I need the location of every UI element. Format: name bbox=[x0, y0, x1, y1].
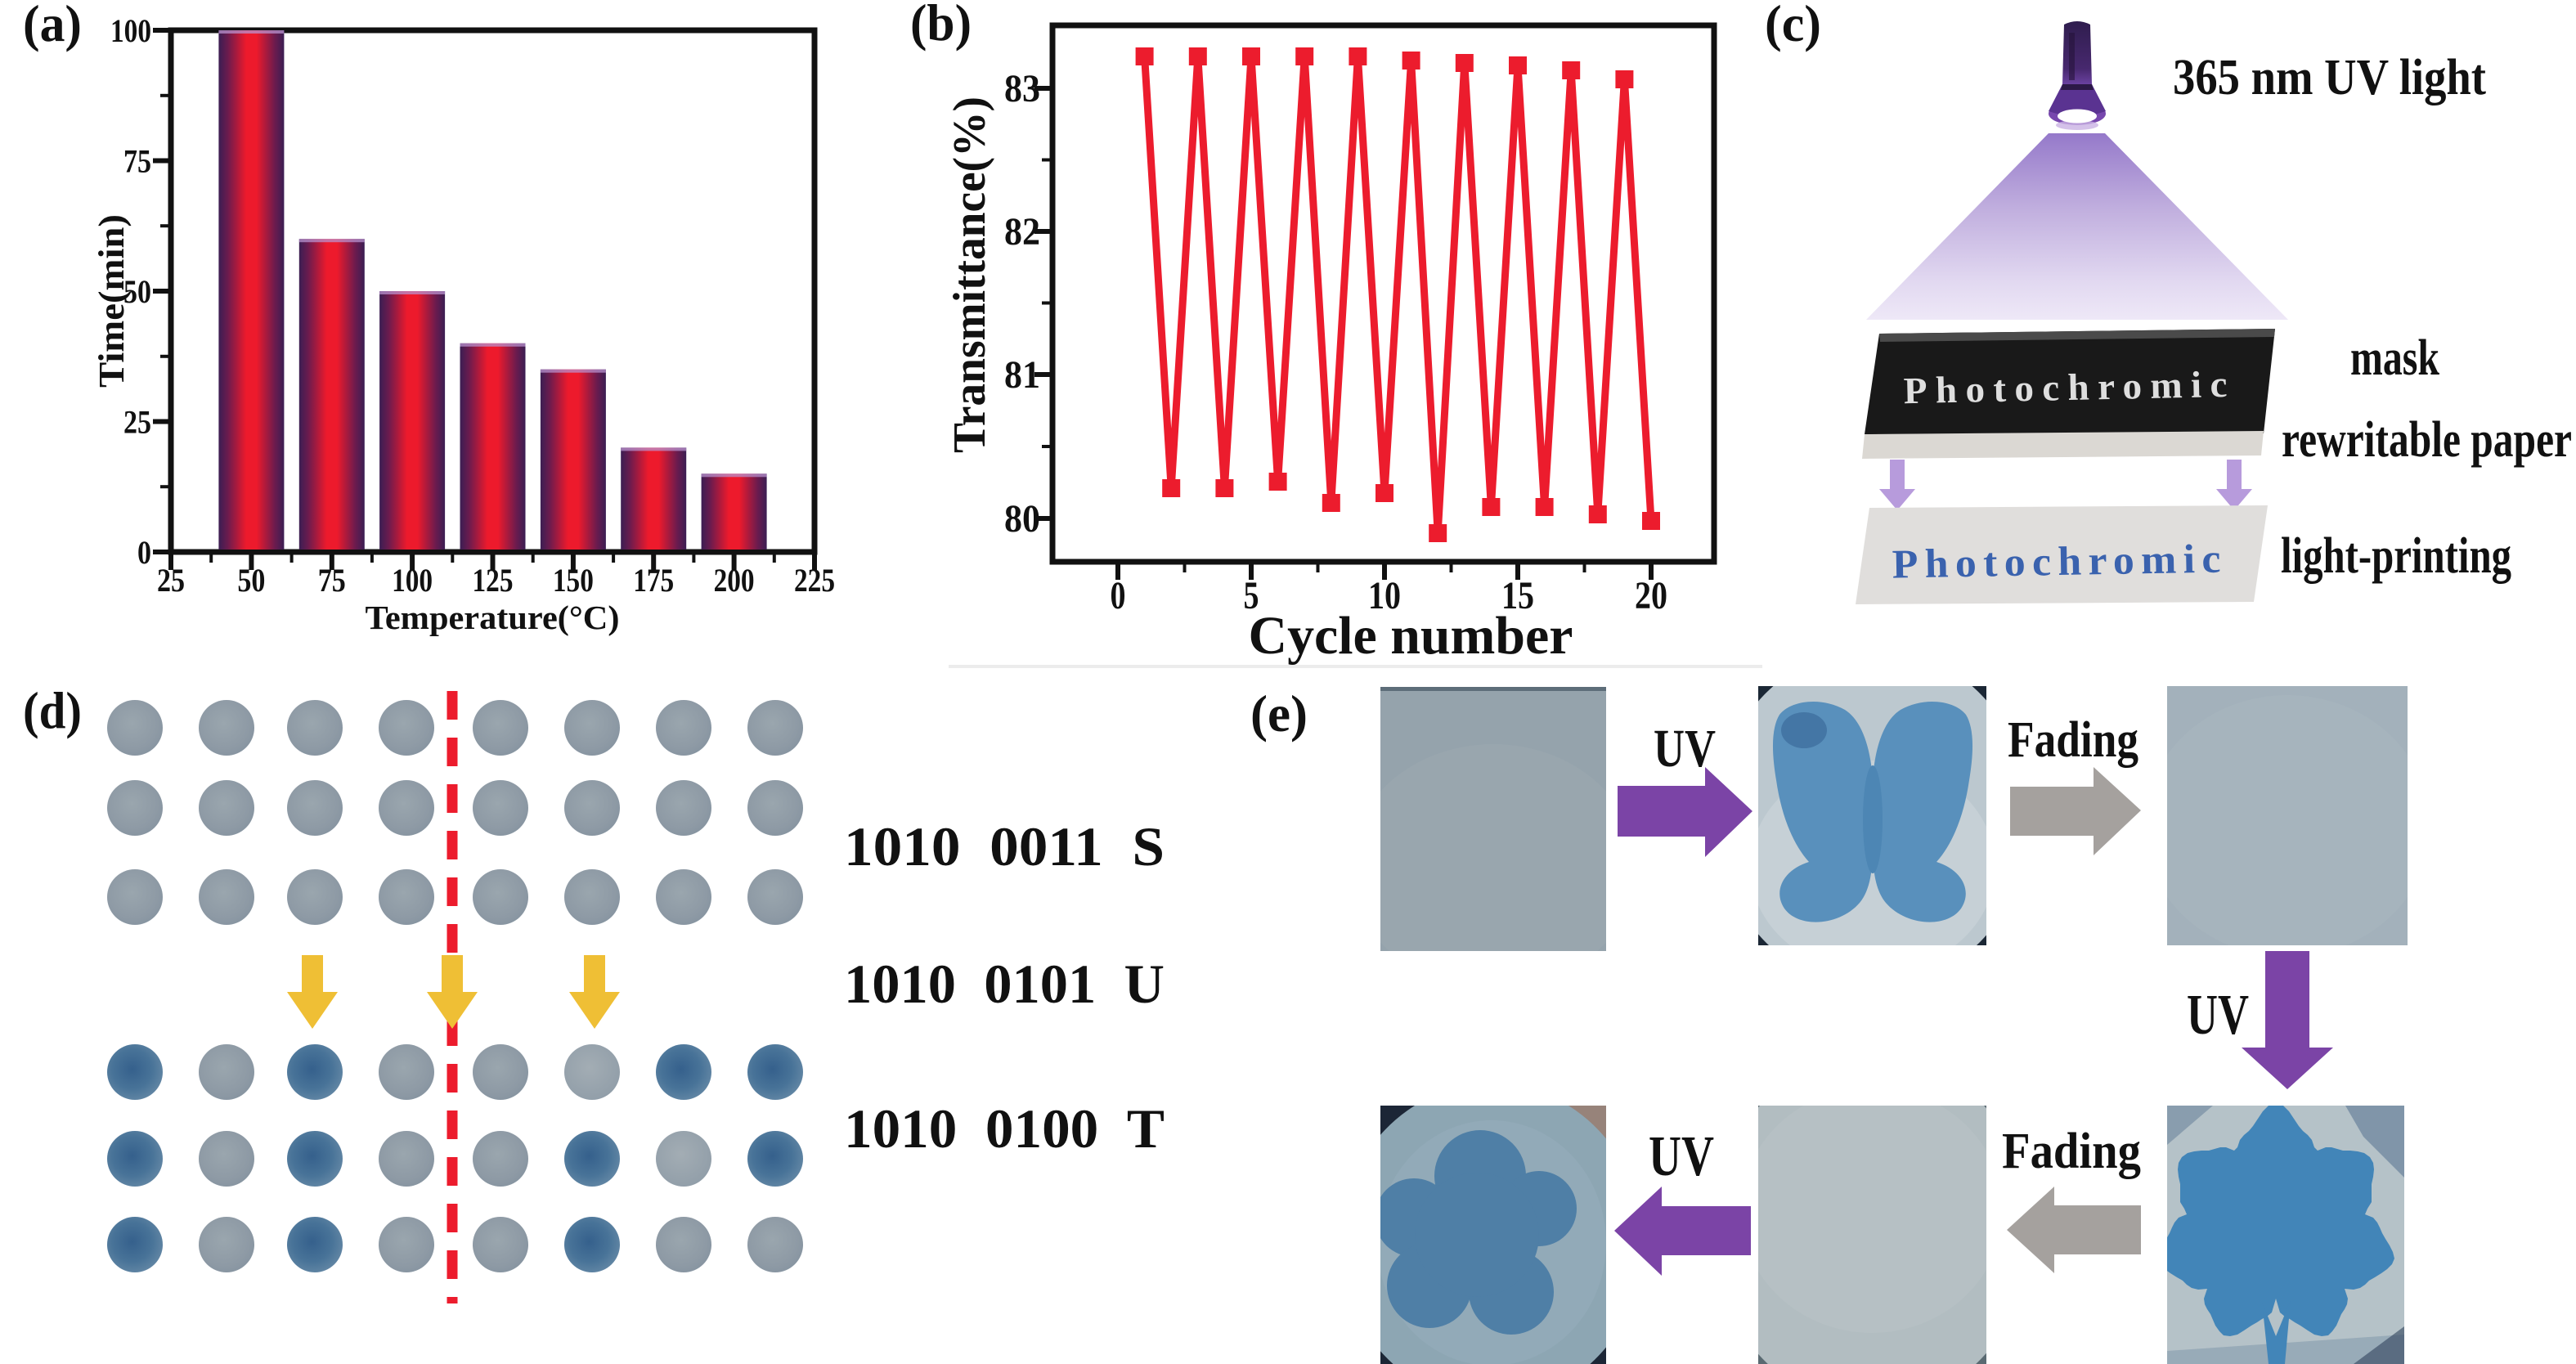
svg-text:(c): (c) bbox=[1765, 0, 1821, 52]
svg-text:25: 25 bbox=[157, 562, 185, 599]
svg-text:83: 83 bbox=[1004, 67, 1040, 110]
svg-text:1010 0011 S: 1010 0011 S bbox=[844, 815, 1165, 877]
svg-text:50: 50 bbox=[123, 273, 151, 310]
svg-text:225: 225 bbox=[794, 562, 835, 599]
svg-text:25: 25 bbox=[123, 404, 151, 441]
svg-text:150: 150 bbox=[553, 562, 594, 599]
svg-text:82: 82 bbox=[1004, 210, 1040, 254]
svg-text:10: 10 bbox=[1368, 574, 1401, 617]
svg-text:(a): (a) bbox=[23, 0, 82, 52]
svg-text:75: 75 bbox=[318, 562, 346, 599]
svg-text:81: 81 bbox=[1004, 353, 1040, 397]
svg-text:Cycle number: Cycle number bbox=[1249, 606, 1573, 666]
svg-text:mask: mask bbox=[2350, 330, 2439, 386]
svg-text:Transmittance(%): Transmittance(%) bbox=[945, 96, 995, 453]
svg-text:200: 200 bbox=[714, 562, 755, 599]
svg-text:Time(min): Time(min) bbox=[92, 214, 132, 388]
svg-text:Fading: Fading bbox=[2008, 712, 2138, 768]
svg-text:Temperature(°C): Temperature(°C) bbox=[366, 599, 620, 636]
svg-text:15: 15 bbox=[1501, 574, 1534, 617]
svg-text:0: 0 bbox=[1111, 574, 1126, 617]
svg-text:20: 20 bbox=[1635, 574, 1667, 617]
svg-text:rewritable paper: rewritable paper bbox=[2282, 412, 2572, 468]
svg-text:Fading: Fading bbox=[2002, 1124, 2141, 1179]
svg-text:100: 100 bbox=[392, 562, 433, 599]
svg-text:light-printing: light-printing bbox=[2281, 528, 2511, 584]
svg-text:125: 125 bbox=[473, 562, 514, 599]
svg-text:1010 0100 T: 1010 0100 T bbox=[844, 1097, 1165, 1160]
svg-text:UV: UV bbox=[2187, 984, 2249, 1047]
svg-text:(d): (d) bbox=[23, 681, 82, 739]
svg-text:365 nm UV light: 365 nm UV light bbox=[2173, 50, 2486, 105]
svg-text:5: 5 bbox=[1244, 574, 1259, 617]
svg-text:(b): (b) bbox=[910, 0, 972, 52]
svg-text:UV: UV bbox=[1654, 719, 1716, 778]
svg-text:175: 175 bbox=[633, 562, 674, 599]
svg-text:(e): (e) bbox=[1250, 684, 1308, 743]
svg-text:0: 0 bbox=[137, 534, 151, 571]
svg-text:75: 75 bbox=[123, 143, 151, 180]
svg-text:50: 50 bbox=[237, 562, 265, 599]
svg-text:UV: UV bbox=[1649, 1125, 1714, 1188]
svg-text:Photochromic: Photochromic bbox=[1892, 535, 2228, 586]
svg-text:100: 100 bbox=[110, 12, 151, 49]
svg-text:80: 80 bbox=[1004, 497, 1040, 541]
svg-text:1010 0101 U: 1010 0101 U bbox=[844, 953, 1165, 1015]
svg-text:Photochromic: Photochromic bbox=[1903, 363, 2236, 411]
